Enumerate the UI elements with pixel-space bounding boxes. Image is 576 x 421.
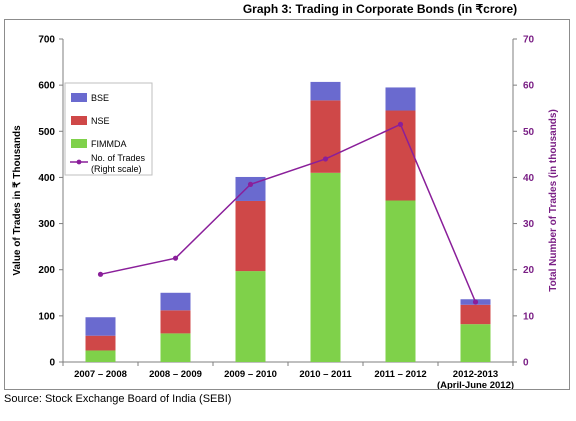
y2-tick-label: 40 (523, 173, 535, 184)
axes (59, 38, 517, 366)
y2-tick-label: 50 (523, 127, 535, 138)
y-tick-label: 200 (38, 265, 55, 276)
y2-tick-label: 60 (523, 81, 535, 92)
trades-point (322, 156, 329, 162)
x-tick-label: 2009 – 2010 (224, 369, 277, 380)
legend-label-trades: No. of Trades (Right scale) (91, 153, 146, 174)
bar-nse (160, 310, 191, 334)
y2-tick-label: 0 (523, 358, 529, 369)
bar-fimmda (160, 333, 191, 362)
y-tick-label: 600 (38, 81, 55, 92)
legend-label-fimmda: FIMMDA (91, 139, 127, 149)
legend: BSE NSE FIMMDA No. of Trades (Right scale) (64, 82, 153, 176)
legend-label-nse: NSE (91, 116, 110, 126)
trades-point (172, 255, 179, 261)
trades-line-path (100, 123, 477, 303)
trades-point (97, 271, 104, 277)
trades-point (472, 299, 479, 305)
bar-nse (85, 335, 116, 351)
x-tick-label: 2008 – 2009 (149, 369, 202, 380)
chart-frame: 0 100 200 300 400 500 600 700 0 10 20 30 40 50 60 70 200… (4, 19, 570, 392)
bar-bse (310, 81, 341, 101)
legend-swatch-fimmda (71, 139, 87, 148)
bars (85, 81, 491, 362)
y-tick-label: 500 (38, 127, 55, 138)
legend-swatch-nse (71, 116, 87, 125)
bar-bse (85, 317, 116, 336)
y-tick-label: 700 (38, 35, 55, 46)
legend-marker-trades (76, 159, 82, 165)
x-tick-label: 2010 – 2011 (299, 369, 352, 380)
combo-chart: 0 100 200 300 400 500 600 700 0 10 20 30 40 50 60 70 200… (12, 35, 559, 392)
bar-fimmda (85, 350, 116, 362)
bar-fimmda (460, 324, 491, 362)
y-tick-label: 100 (38, 311, 55, 322)
source-note: Source: Stock Exchange Board of India (S… (4, 393, 232, 405)
y-tick-label: 0 (49, 358, 55, 369)
y-tick-label: 400 (38, 173, 55, 184)
trades-line (97, 121, 479, 305)
x-tick-label: 2012-2013 (April-June 2012) (437, 369, 514, 389)
y2-tick-label: 70 (523, 35, 535, 46)
trades-point (397, 121, 404, 127)
x-tick-label: 2007 – 2008 (74, 369, 127, 380)
bar-nse (235, 200, 266, 272)
y2-tick-label: 30 (523, 219, 535, 230)
legend-label-bse: BSE (91, 93, 109, 103)
chart-title: Graph 3: Trading in Corporate Bonds (in … (242, 2, 518, 16)
y-axis-title: Value of Trades in ₹ Thousands (12, 125, 23, 276)
bar-nse (460, 304, 491, 325)
x-tick-label: 2011 – 2012 (374, 369, 426, 380)
y2-tick-label: 20 (523, 265, 535, 276)
bar-bse (385, 87, 416, 111)
bar-fimmda (385, 200, 416, 362)
bar-bse (160, 292, 191, 311)
bar-bse (235, 176, 266, 201)
y-tick-label: 300 (38, 219, 55, 230)
legend-swatch-bse (71, 93, 87, 102)
y2-axis-title: Total Number of Trades (in thousands) (548, 109, 559, 292)
bar-fimmda (310, 172, 341, 362)
y2-tick-label: 10 (523, 311, 535, 322)
trades-point (247, 181, 254, 187)
tick-labels: 0 100 200 300 400 500 600 700 0 10 20 30 40 50 60 70 200… (12, 35, 559, 392)
bar-fimmda (235, 271, 266, 362)
